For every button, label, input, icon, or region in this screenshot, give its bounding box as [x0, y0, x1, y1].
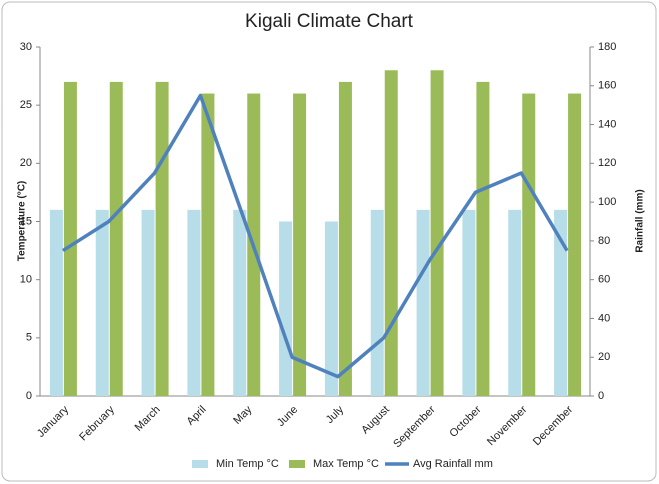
bar [95, 209, 109, 396]
bar [279, 221, 293, 396]
y2-tick-label: 120 [598, 157, 616, 169]
legend-label: Max Temp °C [313, 458, 379, 470]
bar [63, 81, 77, 397]
bar [49, 209, 63, 396]
y2-tick-label: 180 [598, 41, 616, 53]
y-tick-label: 0 [26, 390, 32, 402]
bar [141, 209, 155, 396]
line [61, 93, 569, 379]
legend-label: Min Temp °C [216, 458, 279, 470]
bar [568, 93, 582, 397]
y2-tick-label: 0 [598, 390, 604, 402]
legend-swatch [289, 460, 305, 468]
bar [416, 209, 430, 396]
y-tick-label: 20 [20, 157, 32, 169]
y-tick-label: 5 [26, 332, 32, 344]
bar [370, 209, 384, 396]
bar [384, 70, 398, 397]
bar [338, 81, 352, 397]
bar [233, 209, 247, 396]
y2-tick-label: 40 [598, 312, 610, 324]
bar [109, 81, 123, 397]
bar [508, 209, 522, 396]
y-tick-label: 25 [20, 99, 32, 111]
y-tick-label: 30 [20, 41, 32, 53]
bar [155, 81, 169, 397]
bar [187, 209, 201, 396]
bar [293, 93, 307, 397]
bar [554, 209, 568, 396]
y-axis-title: Temperature (°C) [17, 181, 28, 262]
legend-label: Avg Rainfall mm [413, 458, 493, 470]
y2-axis-title: Rainfall (mm) [635, 189, 646, 252]
y-tick-label: 15 [20, 215, 32, 227]
y-tick-label: 10 [20, 274, 32, 286]
bar [522, 93, 536, 397]
chart-title: Kigali Climate Chart [245, 11, 414, 32]
y2-tick-label: 60 [598, 274, 610, 286]
y2-tick-label: 80 [598, 235, 610, 247]
y2-tick-label: 160 [598, 80, 616, 92]
y2-tick-label: 100 [598, 196, 616, 208]
y2-tick-label: 140 [598, 118, 616, 130]
bar [476, 81, 490, 397]
bar [324, 221, 338, 396]
bar [430, 70, 444, 397]
bar [201, 93, 215, 397]
bar [462, 209, 476, 396]
legend-swatch [192, 460, 208, 468]
y2-tick-label: 20 [598, 351, 610, 363]
